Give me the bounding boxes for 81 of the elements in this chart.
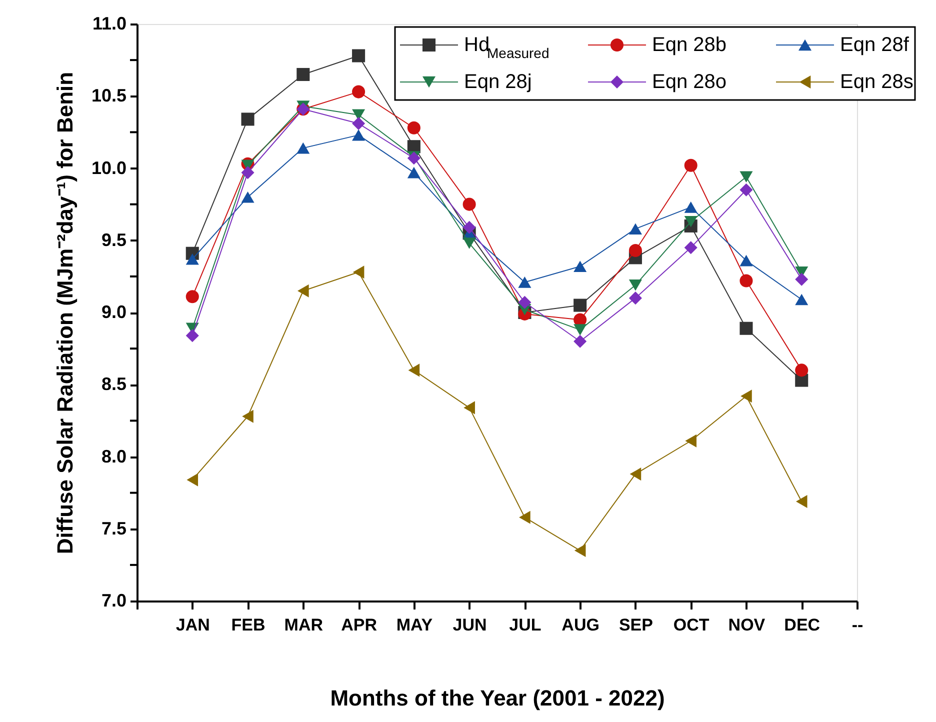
point <box>740 171 753 183</box>
point <box>242 410 254 423</box>
legend-label: Eqn 28j <box>464 71 532 93</box>
y-tick-label: 11.0 <box>92 14 126 34</box>
y-tick-label: 7.5 <box>101 518 126 538</box>
point <box>407 152 420 165</box>
point <box>298 284 309 298</box>
point <box>740 390 752 403</box>
legend-label: Eqn 28f <box>840 34 910 56</box>
y-tick-label: 9.0 <box>101 302 126 322</box>
point <box>574 324 587 336</box>
point <box>462 238 476 249</box>
point <box>186 290 199 304</box>
point <box>186 253 199 265</box>
point <box>574 260 587 272</box>
point <box>352 266 364 279</box>
y-tick-label: 7.0 <box>101 590 126 610</box>
point <box>684 202 698 213</box>
point <box>241 166 254 180</box>
y-tick-label: 9.5 <box>101 230 126 250</box>
point <box>795 272 808 286</box>
point <box>740 183 753 196</box>
point <box>464 401 475 414</box>
point <box>462 198 476 211</box>
point <box>296 68 310 82</box>
legend-label: Eqn 28b <box>652 34 727 56</box>
y-tick-label: 10.5 <box>91 86 126 106</box>
x-tick-label: JUL <box>509 616 542 634</box>
x-tick-label: AUG <box>562 616 600 634</box>
point <box>740 322 753 335</box>
x-tick-label: SEP <box>618 616 653 634</box>
point <box>795 364 808 377</box>
point <box>574 298 587 312</box>
point <box>352 117 366 130</box>
legend-label: Eqn 28o <box>652 71 727 93</box>
point <box>628 292 642 305</box>
point <box>628 223 642 234</box>
point <box>630 468 642 481</box>
point <box>574 334 587 348</box>
point <box>241 191 254 203</box>
point <box>518 276 532 288</box>
point <box>684 241 698 254</box>
point <box>740 254 753 266</box>
point <box>352 129 366 141</box>
point <box>352 49 366 62</box>
x-tick-label: MAY <box>396 616 434 634</box>
x-tick-label: MAR <box>284 616 324 634</box>
x-tick-label: JUN <box>452 616 487 634</box>
point <box>740 274 753 288</box>
y-tick-label: 10.0 <box>91 158 126 178</box>
point <box>796 494 808 508</box>
x-tick-label: JAN <box>176 616 210 634</box>
point <box>574 544 586 558</box>
legend-label: Eqn 28s <box>840 71 914 93</box>
x-tick-label: NOV <box>728 616 766 634</box>
x-tick-label: APR <box>341 616 377 634</box>
x-tick-label: DEC <box>784 616 820 634</box>
point <box>628 279 642 291</box>
point <box>408 364 420 377</box>
x-tick-label: -- <box>852 616 864 634</box>
point <box>684 216 698 228</box>
y-axis-title: Diffuse Solar Radiation (MJm⁻²day⁻¹) for Benin <box>52 72 78 554</box>
point <box>186 473 198 486</box>
point <box>241 112 254 126</box>
y-tick-label: 8.0 <box>101 446 126 466</box>
point <box>352 85 366 98</box>
point <box>462 220 476 234</box>
point <box>628 244 642 257</box>
point <box>795 294 808 306</box>
x-tick-label: FEB <box>231 616 266 634</box>
point <box>518 296 532 309</box>
point <box>186 329 199 342</box>
x-axis-title: Months of the Year (2001 - 2022) <box>330 686 665 710</box>
point <box>685 434 696 448</box>
point <box>684 158 698 172</box>
y-tick-label: 8.5 <box>101 374 126 394</box>
point <box>407 166 420 178</box>
point <box>296 142 310 154</box>
x-tick-label: OCT <box>673 616 710 634</box>
point <box>407 121 420 134</box>
point <box>519 510 530 524</box>
